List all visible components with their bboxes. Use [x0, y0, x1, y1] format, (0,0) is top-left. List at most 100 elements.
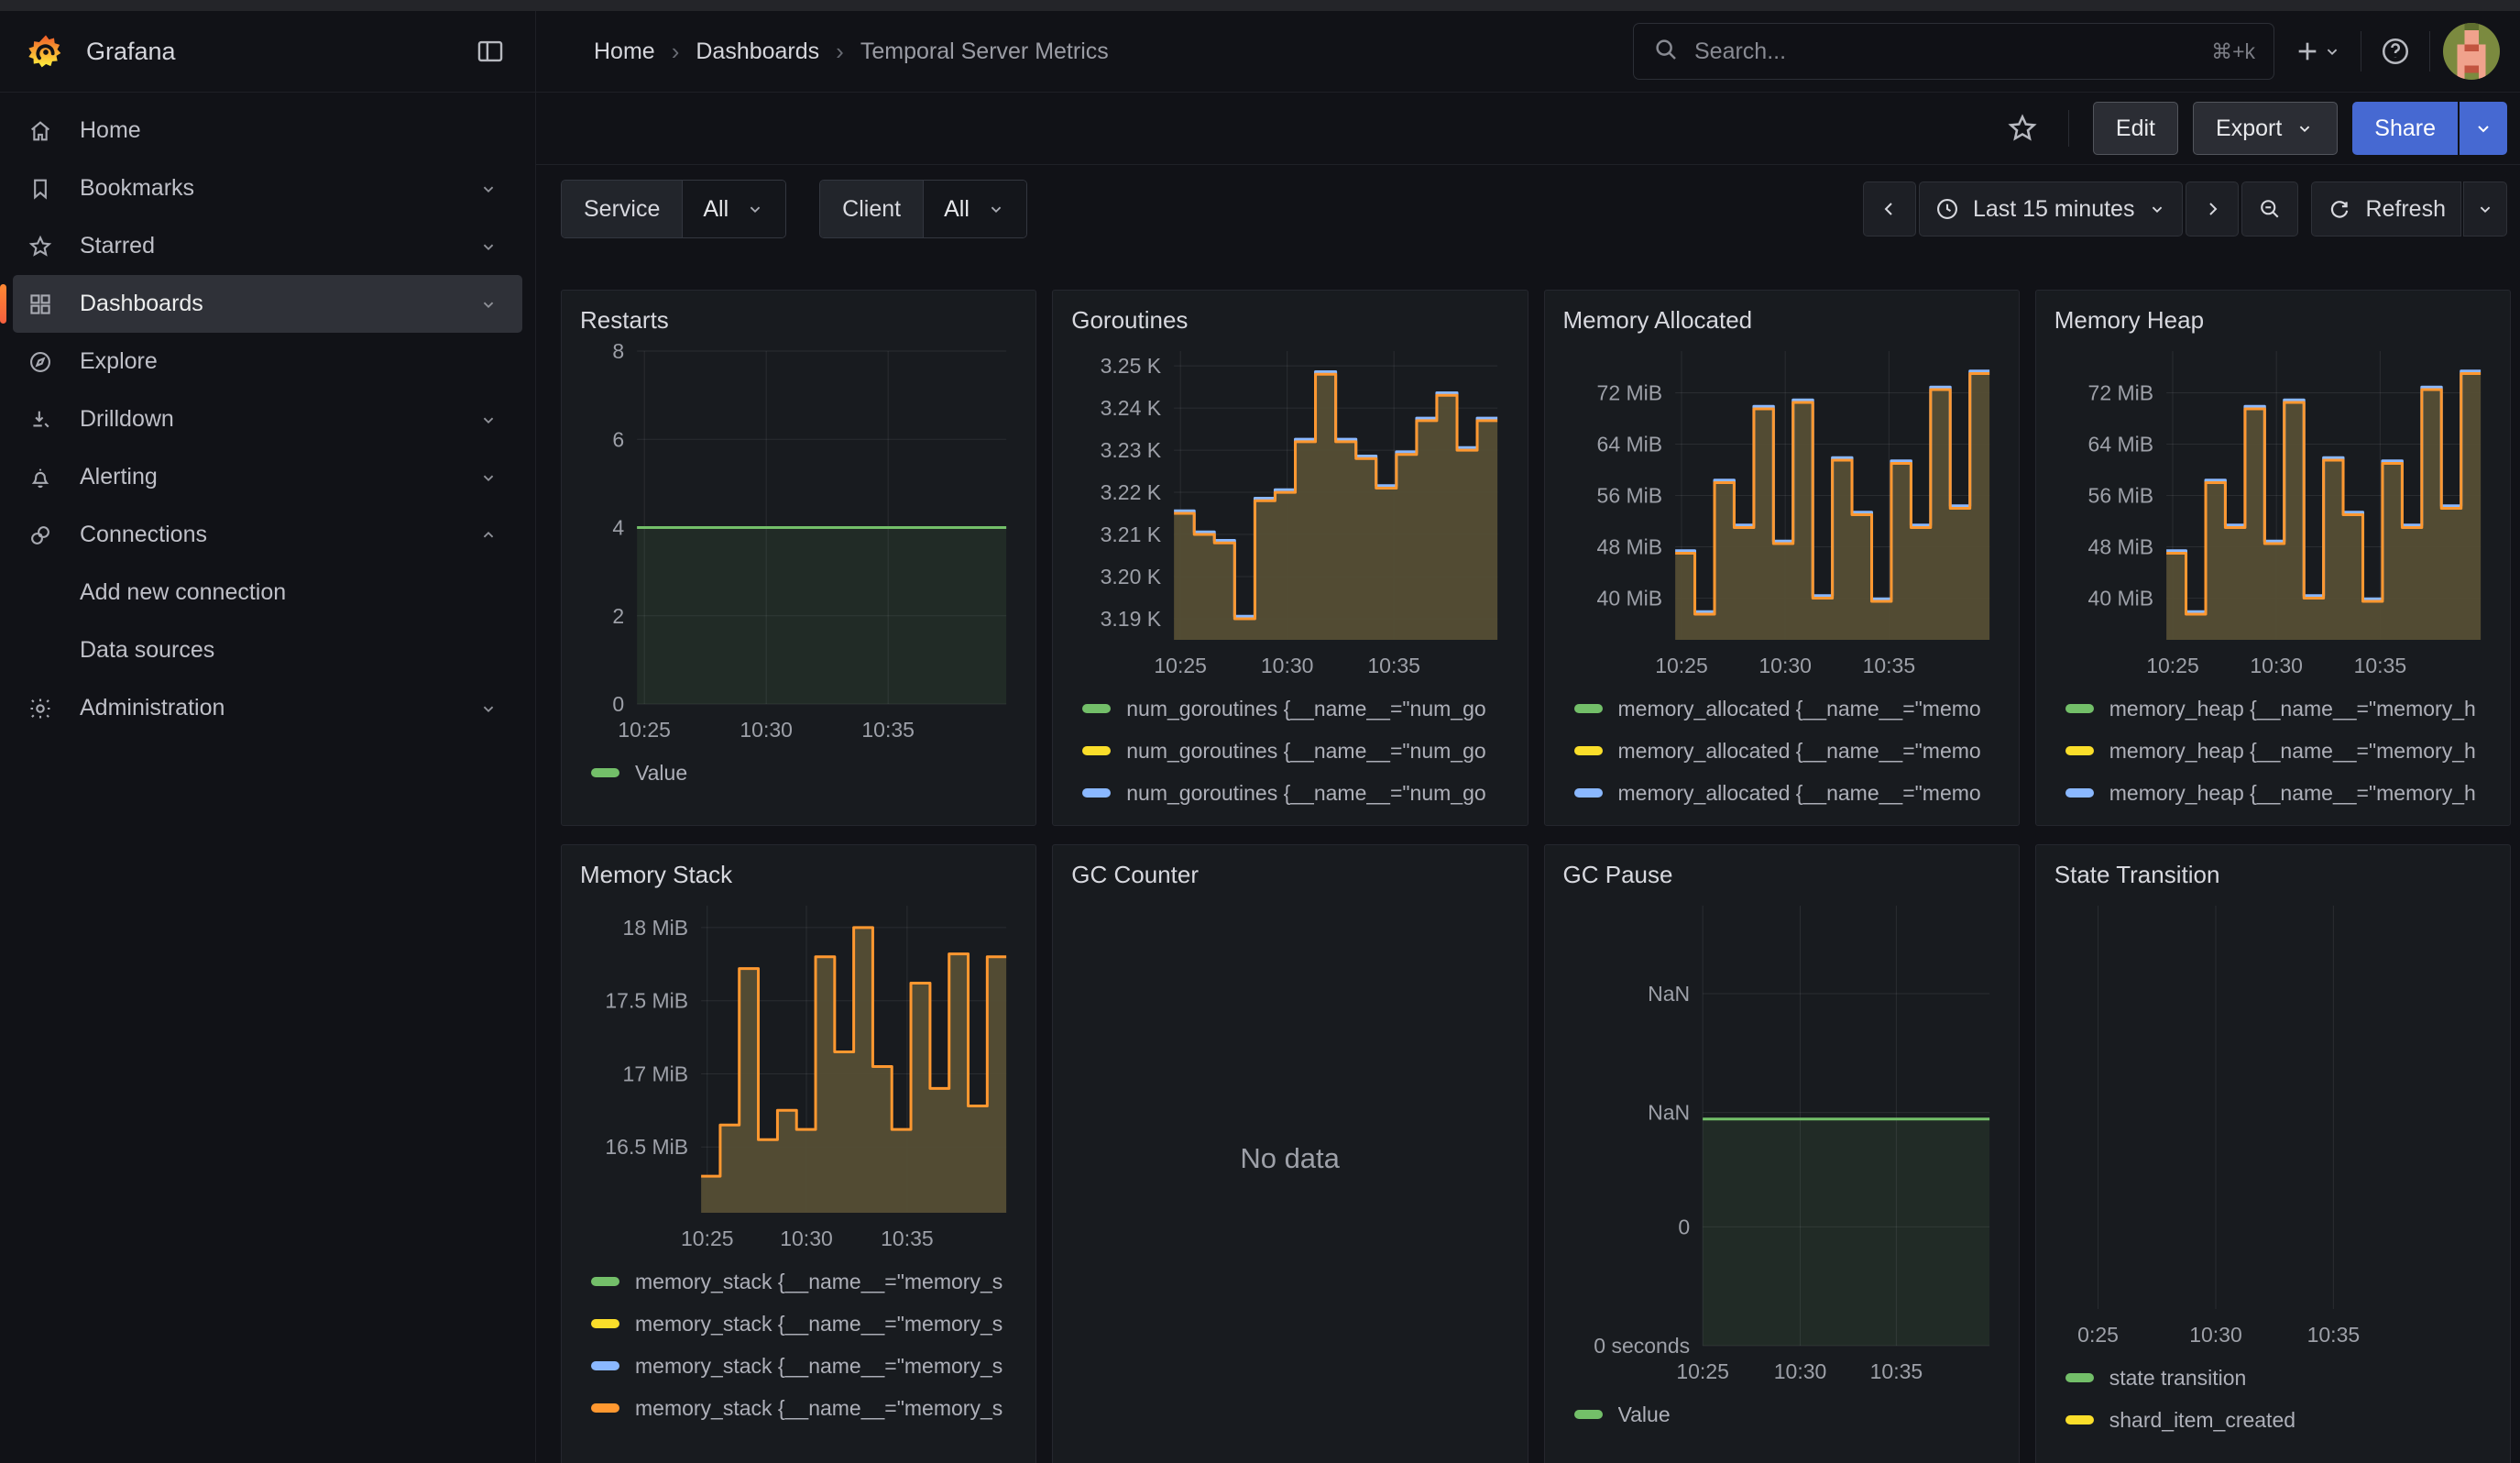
clock-icon — [1934, 196, 1960, 222]
sidebar-toggle-button[interactable] — [469, 30, 511, 72]
chart[interactable]: 8642010:2510:3010:35 — [580, 338, 1017, 746]
add-new-button[interactable] — [2287, 31, 2348, 72]
legend-item[interactable]: memory_stack {__name__="memory_s — [580, 1303, 1017, 1345]
chevron-down-icon[interactable] — [478, 294, 499, 314]
panel-title[interactable]: Goroutines — [1071, 305, 1508, 335]
legend-item[interactable]: memory_stack {__name__="memory_s — [580, 1260, 1017, 1303]
sidebar-item-home[interactable]: Home — [13, 102, 522, 160]
legend-item[interactable]: memory_heap {__name__="memory_h — [2054, 688, 2492, 730]
time-shift-forward-button[interactable] — [2186, 182, 2239, 236]
chart[interactable]: 18 MiB17.5 MiB17 MiB16.5 MiB10:2510:3010… — [580, 893, 1017, 1255]
chevron-up-icon[interactable] — [478, 525, 499, 545]
legend-item[interactable]: memory_heap {__name__="memory_h — [2054, 772, 2492, 814]
sidebar-item-dashboards[interactable]: Dashboards — [13, 275, 522, 333]
legend-item[interactable]: num_goroutines {__name__="num_go — [1071, 730, 1508, 772]
share-button[interactable]: Share — [2352, 102, 2458, 155]
chevron-down-icon — [745, 199, 765, 219]
legend-item[interactable]: memory_allocated {__name__="memo — [1563, 772, 2000, 814]
panel-title[interactable]: Memory Allocated — [1563, 305, 2000, 335]
chevron-down-icon[interactable] — [478, 236, 499, 257]
panel-title[interactable]: Memory Heap — [2054, 305, 2492, 335]
chart[interactable]: 0:2510:3010:35 — [2054, 893, 2492, 1351]
help-button[interactable] — [2374, 30, 2416, 72]
search-input[interactable]: Search... ⌘+k — [1633, 23, 2274, 80]
panel-memory-stack: Memory Stack 18 MiB17.5 MiB17 MiB16.5 Mi… — [561, 844, 1036, 1463]
star-dashboard-button[interactable] — [2000, 106, 2044, 150]
sidebar-item-alerting[interactable]: Alerting — [13, 448, 522, 506]
legend-item[interactable]: shard_item_created — [2054, 1399, 2492, 1441]
svg-text:10:30: 10:30 — [2189, 1323, 2242, 1347]
legend-label: memory_stack {__name__="memory_s — [635, 1354, 1003, 1379]
window-strip — [0, 0, 2520, 11]
user-avatar[interactable] — [2443, 23, 2500, 80]
legend-label: memory_allocated {__name__="memo — [1618, 697, 1981, 721]
filter-client-value[interactable]: All — [924, 181, 1026, 237]
breadcrumb-dashboards[interactable]: Dashboards — [696, 38, 819, 65]
sidebar-item-administration[interactable]: Administration — [13, 679, 522, 737]
zoom-out-button[interactable] — [2241, 182, 2298, 236]
legend-item[interactable]: num_goroutines {__name__="num_go — [1071, 814, 1508, 825]
sidebar-item-bookmarks[interactable]: Bookmarks — [13, 160, 522, 217]
legend: memory_allocated {__name__="memomemory_a… — [1563, 688, 2000, 825]
time-range-picker[interactable]: Last 15 minutes — [1919, 182, 2184, 236]
nav-brand-area: Grafana — [0, 11, 536, 92]
legend-marker-icon — [1574, 1410, 1603, 1419]
chevron-down-icon[interactable] — [478, 468, 499, 488]
panel-title[interactable]: Restarts — [580, 305, 1017, 335]
sidebar-item-explore[interactable]: Explore — [13, 333, 522, 390]
legend-item[interactable]: memory_heap {__name__="memory_h — [2054, 814, 2492, 825]
share-menu-button[interactable] — [2460, 102, 2507, 155]
chart[interactable]: NaNNaN00 seconds10:2510:3010:35 — [1563, 893, 2000, 1388]
legend-item[interactable]: memory_stack {__name__="memory_s — [580, 1387, 1017, 1429]
chevron-down-icon[interactable] — [478, 179, 499, 199]
legend-item[interactable]: Value — [580, 752, 1017, 794]
dashboards-grid-icon — [27, 291, 55, 318]
svg-text:4: 4 — [612, 516, 624, 540]
legend-item[interactable]: memory_allocated {__name__="memo — [1563, 688, 2000, 730]
panel-title[interactable]: State Transition — [2054, 860, 2492, 889]
active-indicator — [0, 284, 6, 324]
export-button[interactable]: Export — [2193, 102, 2338, 155]
svg-text:0:25: 0:25 — [2077, 1323, 2119, 1347]
svg-text:0 seconds: 0 seconds — [1594, 1334, 1690, 1358]
legend-item[interactable]: memory_heap {__name__="memory_h — [2054, 730, 2492, 772]
chart[interactable]: 3.25 K3.24 K3.23 K3.22 K3.21 K3.20 K3.19… — [1071, 338, 1508, 682]
svg-text:48 MiB: 48 MiB — [2087, 535, 2153, 559]
chart[interactable]: 72 MiB64 MiB56 MiB48 MiB40 MiB10:2510:30… — [1563, 338, 2000, 682]
panel-title[interactable]: GC Counter — [1071, 860, 1508, 889]
legend-item[interactable]: memory_allocated {__name__="memo — [1563, 730, 2000, 772]
legend-item[interactable]: num_goroutines {__name__="num_go — [1071, 772, 1508, 814]
legend-item[interactable]: memory_stack {__name__="memory_s — [580, 1345, 1017, 1387]
breadcrumb-separator: › — [836, 38, 844, 66]
sidebar-item-data-sources[interactable]: Data sources — [13, 622, 522, 679]
legend-item[interactable]: state transition — [2054, 1357, 2492, 1399]
chart[interactable]: No data — [1071, 893, 1508, 1443]
time-shift-back-button[interactable] — [1863, 182, 1916, 236]
legend-item[interactable]: memory_allocated {__name__="memo — [1563, 814, 2000, 825]
chevron-down-icon[interactable] — [478, 410, 499, 430]
refresh-button[interactable]: Refresh — [2311, 182, 2461, 236]
home-icon — [27, 117, 55, 145]
panel-title[interactable]: Memory Stack — [580, 860, 1017, 889]
chart[interactable]: 72 MiB64 MiB56 MiB48 MiB40 MiB10:2510:30… — [2054, 338, 2492, 682]
sidebar: Home Bookmarks Starred Dashboa — [0, 93, 536, 1462]
chevron-down-icon[interactable] — [478, 698, 499, 719]
legend-label: memory_stack {__name__="memory_s — [635, 1396, 1003, 1421]
chevron-down-icon — [2147, 199, 2167, 219]
svg-text:10:25: 10:25 — [618, 718, 671, 742]
refresh-interval-button[interactable] — [2463, 182, 2507, 236]
legend: memory_stack {__name__="memory_smemory_s… — [580, 1260, 1017, 1463]
svg-text:64 MiB: 64 MiB — [1596, 433, 1662, 456]
filter-service-value[interactable]: All — [683, 181, 785, 237]
panel-title[interactable]: GC Pause — [1563, 860, 2000, 889]
sidebar-item-add-new-connection[interactable]: Add new connection — [13, 564, 522, 622]
legend-item[interactable]: Value — [1563, 1393, 2000, 1436]
sidebar-item-connections[interactable]: Connections — [13, 506, 522, 564]
edit-button[interactable]: Edit — [2093, 102, 2178, 155]
legend-label: memory_allocated {__name__="memo — [1618, 823, 1981, 826]
breadcrumb-home[interactable]: Home — [594, 38, 655, 65]
sidebar-item-drilldown[interactable]: Drilldown — [13, 390, 522, 448]
legend-item[interactable]: num_goroutines {__name__="num_go — [1071, 688, 1508, 730]
sidebar-item-starred[interactable]: Starred — [13, 217, 522, 275]
legend-label: num_goroutines {__name__="num_go — [1126, 823, 1485, 826]
